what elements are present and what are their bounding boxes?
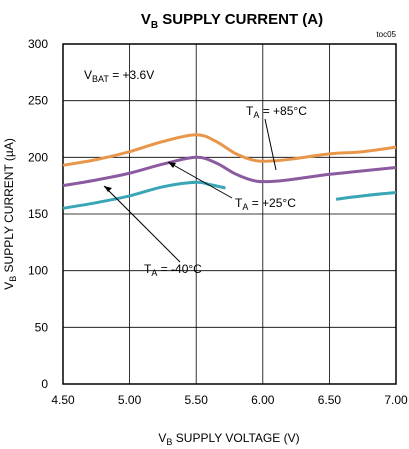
series-group [62,133,397,210]
y-axis-ticks: 0 50 100 150 200 250 300 [28,37,48,391]
arrow-25c [168,162,176,168]
series-85c-line [62,133,397,167]
grid [62,43,397,385]
label-m40c: TA = -40°C [144,262,202,278]
pointer-m40c [103,185,181,263]
y-tick-label: 0 [41,377,48,391]
y-tick-label: 200 [28,150,48,164]
y-axis-label: VB SUPPLY CURRENT (µA) [2,138,18,290]
title-sub: B [151,20,158,31]
x-tick-label: 5.50 [185,393,209,407]
y-tick-label: 50 [35,320,49,334]
pointer-25c [167,161,233,199]
condition-sub: BAT [92,74,109,84]
title-main: V [141,11,151,28]
y-tick-label: 300 [28,37,48,51]
x-axis-label: VB SUPPLY VOLTAGE (V) [158,431,299,447]
label-85c: TA = +85°C [246,104,307,120]
chart-corner-label: toc05 [376,30,396,39]
arrow-m40c [104,186,112,192]
series-m40c-line-seg1 [62,180,226,210]
pointer-85c [264,118,277,171]
chart-title: VB SUPPLY CURRENT (A) [141,11,323,31]
y-tick-label: 250 [28,94,48,108]
title-rest: SUPPLY CURRENT (A) [158,11,323,28]
condition-main: V [84,68,92,82]
x-tick-label: 4.50 [51,393,75,407]
series-25c-line [62,155,397,188]
x-tick-label: 7.00 [384,393,408,407]
x-tick-label: 6.00 [251,393,275,407]
y-tick-label: 150 [28,207,48,221]
condition-rest: = +3.6V [109,68,154,82]
x-tick-label: 6.50 [318,393,342,407]
label-25c: TA = +25°C [235,196,296,212]
plot-frame [62,43,397,385]
y-tick-label: 100 [28,264,48,278]
x-tick-label: 5.00 [118,393,142,407]
condition-label: VBAT = +3.6V [84,68,154,84]
series-m40c-line-seg2 [335,191,397,201]
x-axis-ticks: 4.50 5.00 5.50 6.00 6.50 7.00 [51,393,408,407]
